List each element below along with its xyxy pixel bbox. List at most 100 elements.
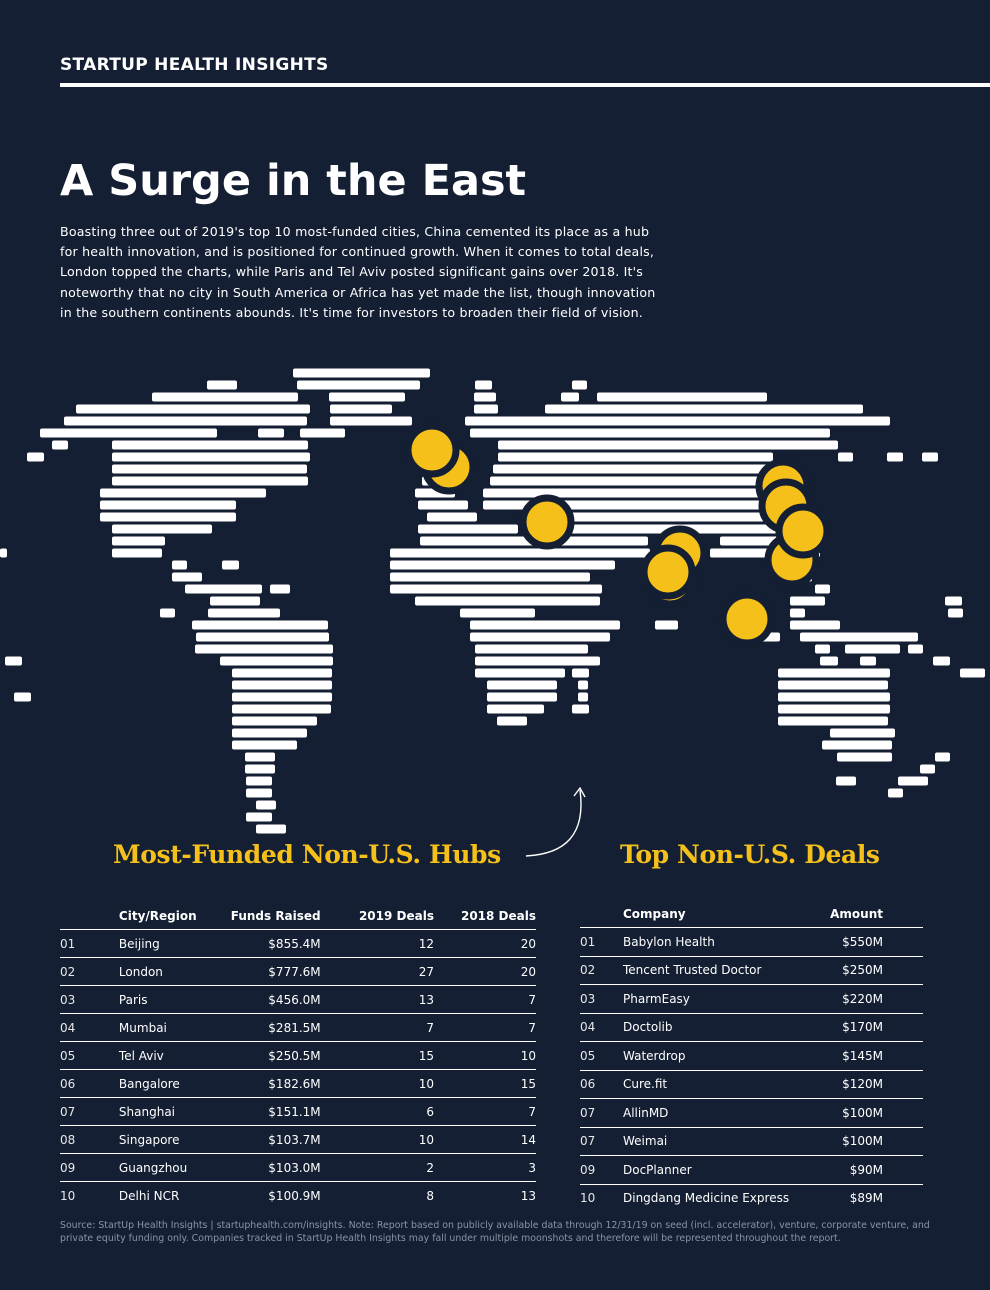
map-land-bar	[945, 596, 962, 606]
city-cell: Singapore	[118, 1125, 219, 1154]
deals-2019-cell: 10	[320, 1125, 434, 1154]
amount-cell: $170M	[813, 1012, 883, 1042]
map-land-bar	[192, 620, 328, 630]
deals-col-rank	[580, 901, 623, 928]
map-land-bar	[210, 596, 260, 606]
amount-cell: $120M	[813, 1069, 883, 1099]
map-land-bar	[172, 572, 202, 582]
map-land-bar	[887, 452, 903, 462]
map-land-bar	[232, 728, 307, 738]
company-cell: Babylon Health	[623, 927, 813, 956]
map-land-bar	[838, 452, 853, 462]
deals-2019-cell: 13	[320, 985, 434, 1014]
deals-header-row: Company Amount	[580, 901, 923, 928]
company-cell: PharmEasy	[623, 984, 813, 1013]
map-land-bar	[578, 656, 600, 666]
rank-cell: 04	[580, 1012, 623, 1042]
amount-cell: $250M	[813, 955, 883, 985]
map-land-bar	[293, 368, 430, 378]
table-row: 04 Doctolib $170M	[580, 1012, 923, 1042]
amount-cell: $90M	[813, 1155, 883, 1184]
map-land-bar	[64, 416, 307, 426]
city-marker	[519, 494, 575, 550]
city-cell: Paris	[118, 985, 219, 1014]
table-row: 02 Tencent Trusted Doctor $250M	[580, 955, 923, 985]
map-land-bar	[390, 584, 602, 594]
map-land-bar	[888, 788, 903, 798]
deals-2018-cell: 3	[433, 1153, 536, 1182]
funds-cell: $151.1M	[218, 1097, 321, 1126]
map-land-bar	[195, 644, 333, 654]
map-land-bar	[330, 416, 412, 426]
hubs-table: City/Region Funds Raised 2019 Deals 2018…	[60, 903, 536, 1209]
deals-2018-cell: 7	[433, 985, 536, 1014]
map-land-bar	[475, 380, 492, 390]
map-land-bar	[329, 392, 405, 402]
map-land-bar	[490, 476, 775, 486]
map-land-bar	[498, 452, 773, 462]
map-land-bar	[815, 644, 830, 654]
map-land-bar	[572, 668, 589, 678]
deals-2019-cell: 7	[320, 1013, 434, 1042]
table-row: 09 DocPlanner $90M	[580, 1155, 923, 1184]
funds-cell: $777.6M	[218, 957, 321, 986]
hubs-col-2019: 2019 Deals	[358, 909, 434, 923]
map-land-bar	[790, 620, 840, 630]
map-land-bar	[835, 668, 855, 678]
map-land-bar	[898, 776, 928, 786]
source-note: Source: StartUp Health Insights | startu…	[60, 1220, 930, 1244]
rank-cell: 01	[580, 927, 623, 956]
map-land-bar	[778, 680, 888, 690]
deals-2018-cell: 15	[433, 1069, 536, 1098]
city-marker	[719, 591, 775, 647]
map-land-bar	[820, 656, 838, 666]
hubs-col-rank	[60, 903, 119, 930]
map-land-bar	[415, 596, 600, 606]
map-land-bar	[475, 656, 589, 666]
map-land-bar	[935, 752, 950, 762]
city-cell: Delhi NCR	[118, 1181, 219, 1209]
map-land-bar	[487, 692, 557, 702]
map-land-bar	[52, 440, 68, 450]
map-land-bar	[196, 632, 329, 642]
map-land-bar	[960, 668, 985, 678]
map-land-bar	[483, 488, 763, 498]
funds-cell: $103.0M	[218, 1153, 321, 1182]
map-land-bar	[460, 608, 535, 618]
table-row: 03 Paris $456.0M 13 7	[60, 985, 536, 1014]
city-marker	[404, 422, 460, 478]
map-land-bar	[836, 776, 856, 786]
rank-cell: 10	[60, 1181, 119, 1209]
table-row: 07 Weimai $100M	[580, 1126, 923, 1156]
map-land-bar	[493, 464, 773, 474]
map-land-bar	[922, 452, 938, 462]
map-land-bar	[572, 380, 587, 390]
map-land-bar	[545, 404, 863, 414]
map-land-bar	[470, 428, 830, 438]
map-land-bar	[246, 776, 272, 786]
map-land-bar	[475, 668, 565, 678]
rank-cell: 04	[60, 1013, 119, 1042]
deals-2018-cell: 7	[433, 1013, 536, 1042]
map-land-bar	[390, 560, 615, 570]
map-land-bar	[112, 548, 162, 558]
rank-cell: 09	[60, 1153, 119, 1182]
city-cell: Bangalore	[118, 1069, 219, 1098]
amount-cell: $145M	[813, 1041, 883, 1070]
map-land-bar	[246, 812, 272, 822]
funds-cell: $250.5M	[218, 1041, 321, 1070]
intro-paragraph: Boasting three out of 2019's top 10 most…	[60, 224, 656, 320]
company-cell: Weimai	[623, 1126, 813, 1156]
map-land-bar	[845, 644, 900, 654]
map-land-bar	[100, 512, 236, 522]
map-land-bar	[232, 692, 332, 702]
map-land-bar	[256, 800, 276, 810]
table-row: 04 Mumbai $281.5M 7 7	[60, 1013, 536, 1042]
rank-cell: 07	[60, 1097, 119, 1126]
table-row: 01 Babylon Health $550M	[580, 927, 923, 956]
rank-cell: 03	[60, 985, 119, 1014]
table-row: 09 Guangzhou $103.0M 2 3	[60, 1153, 536, 1182]
map-land-bar	[76, 404, 310, 414]
map-land-bar	[232, 668, 332, 678]
deals-2019-cell: 10	[320, 1069, 434, 1098]
